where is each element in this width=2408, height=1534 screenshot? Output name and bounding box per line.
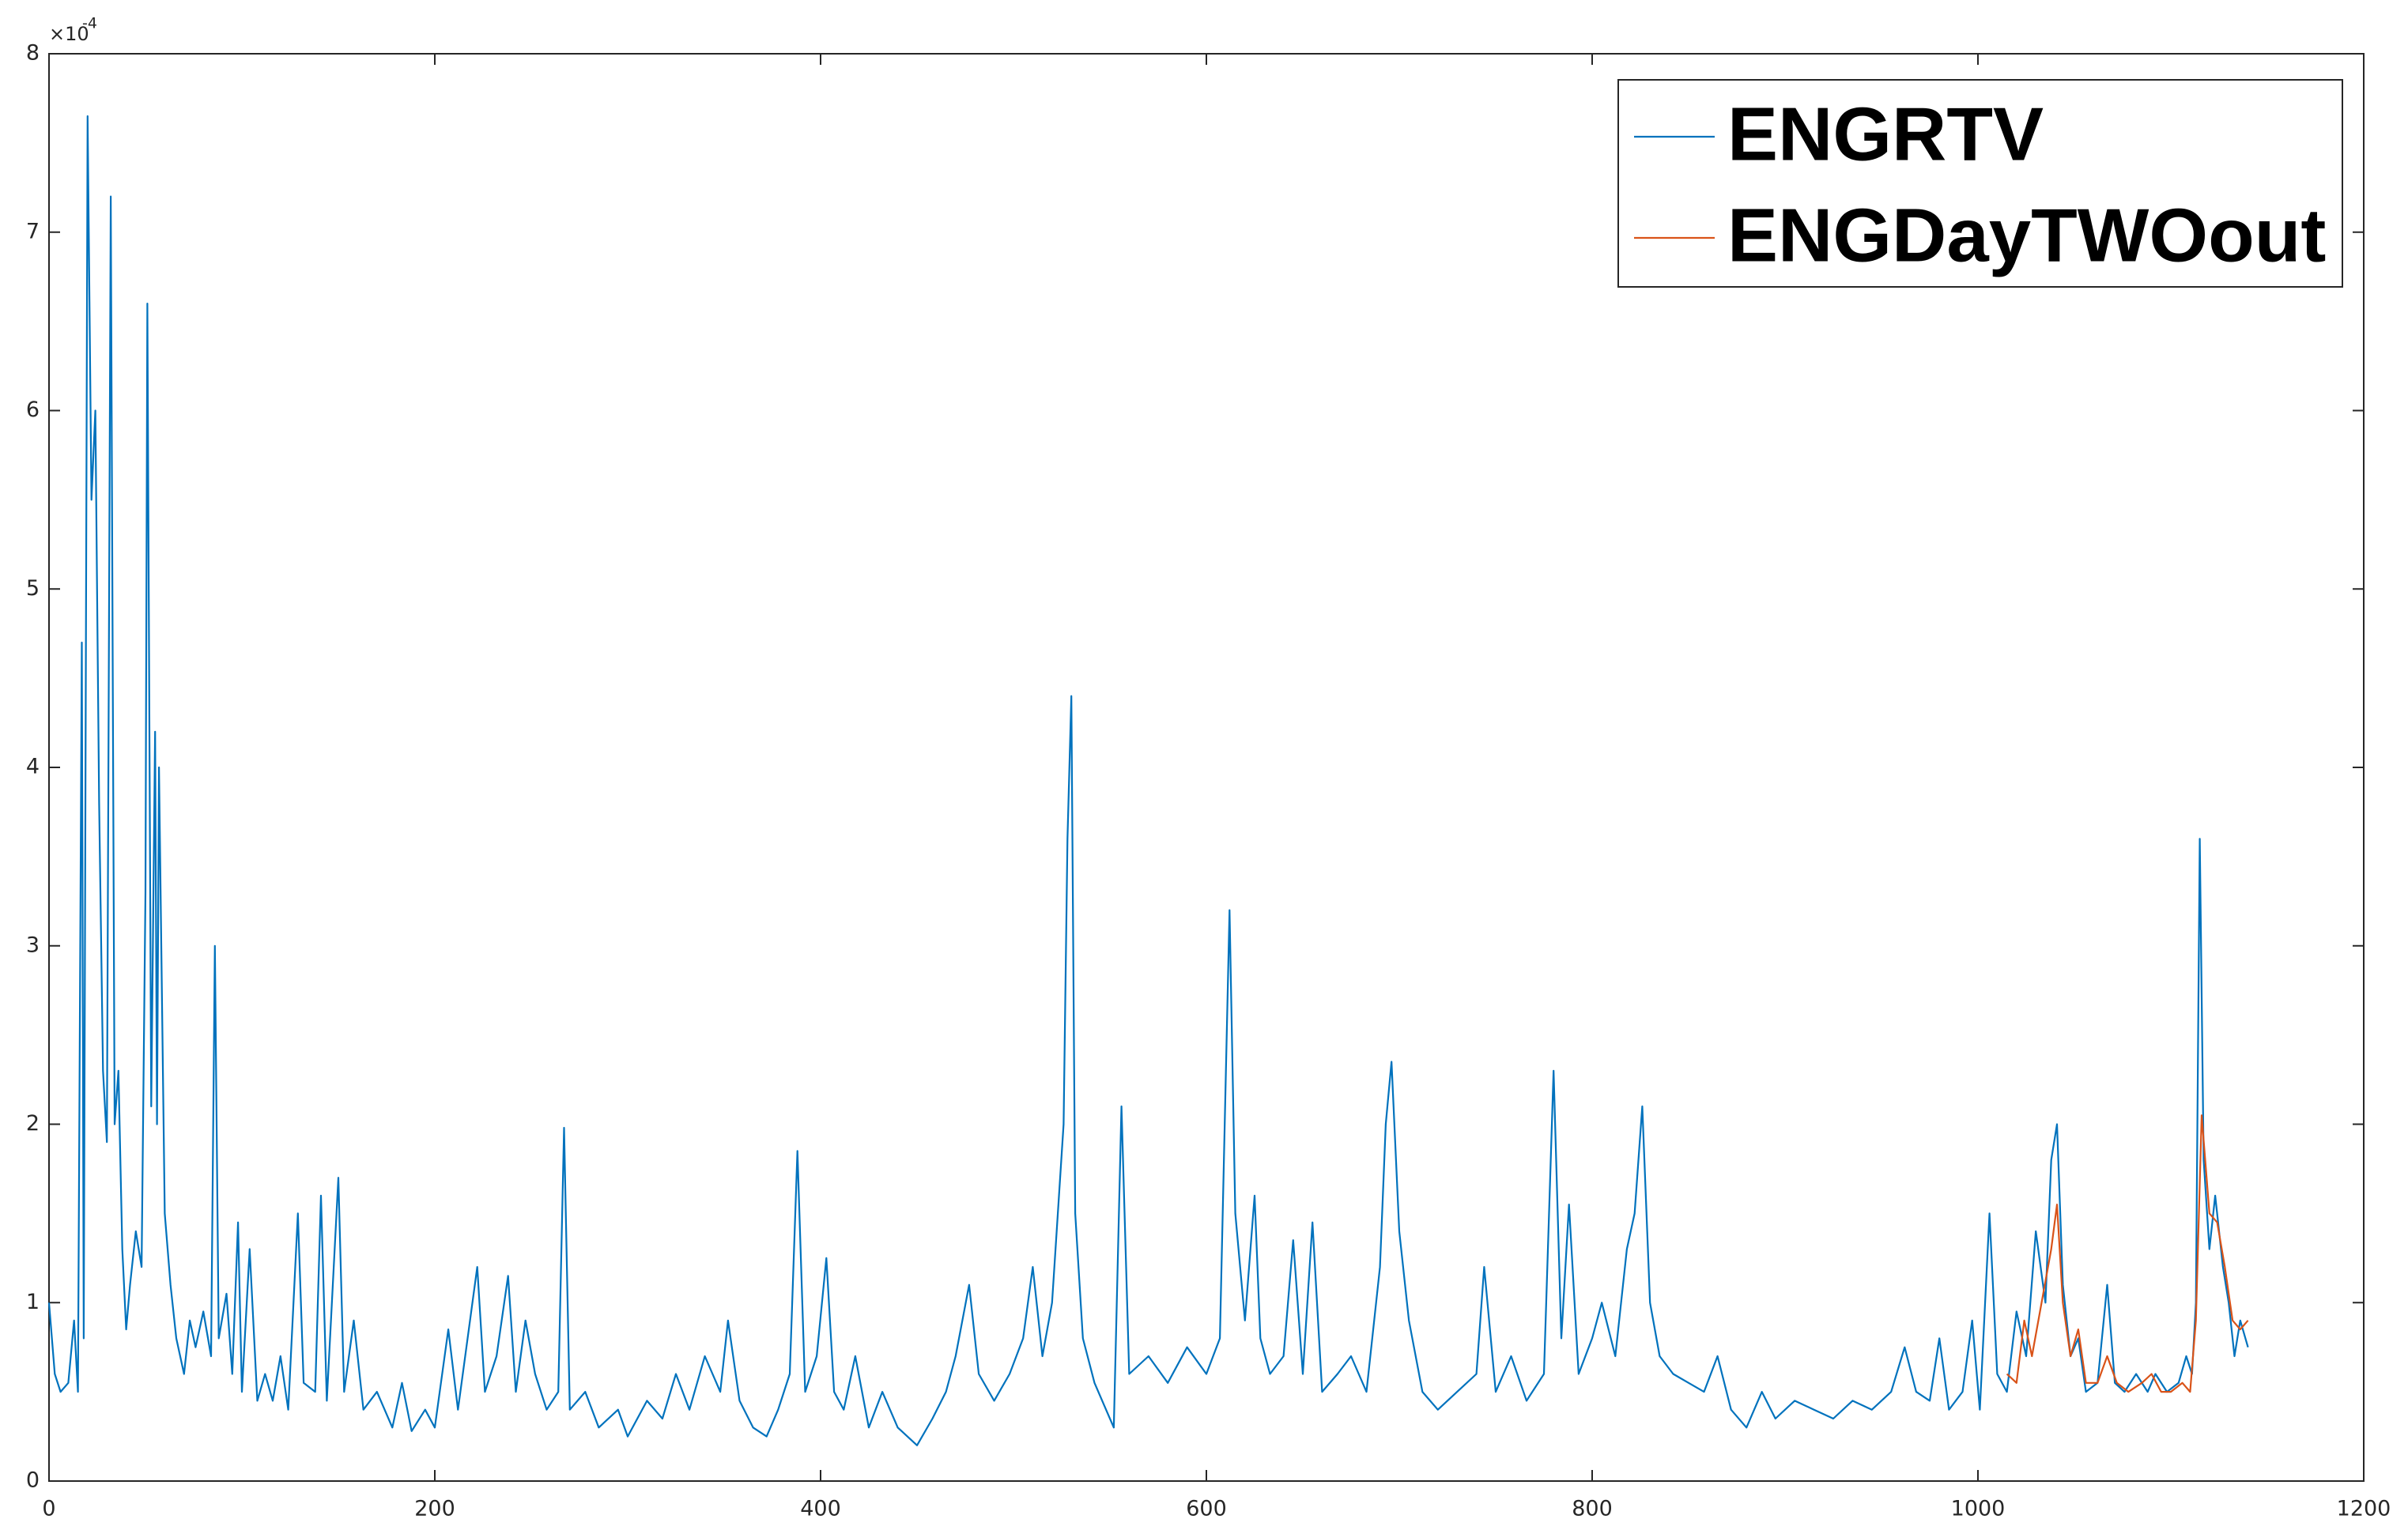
x-tick-label: 600 bbox=[1186, 1497, 1227, 1521]
y-multiplier-exponent: -4 bbox=[82, 15, 97, 32]
y-tick-label: 7 bbox=[26, 219, 40, 243]
y-tick-label: 2 bbox=[26, 1111, 40, 1136]
y-tick-label: 6 bbox=[26, 398, 40, 422]
x-tick-label: 400 bbox=[800, 1497, 841, 1521]
x-tick-label: 0 bbox=[42, 1497, 55, 1521]
y-tick-label: 3 bbox=[26, 933, 40, 957]
x-tick-label: 800 bbox=[1572, 1497, 1613, 1521]
x-tick-label: 1200 bbox=[2337, 1497, 2391, 1521]
y-tick-label: 1 bbox=[26, 1290, 40, 1314]
x-tick-label: 200 bbox=[414, 1497, 455, 1521]
x-tick-label: 1000 bbox=[1951, 1497, 2006, 1521]
y-tick-label: 8 bbox=[26, 41, 40, 66]
legend-label: ENGRTV bbox=[1727, 92, 2044, 176]
legend-label: ENGDayTWOout bbox=[1727, 193, 2326, 277]
y-tick-label: 0 bbox=[26, 1468, 40, 1493]
series-line bbox=[2006, 1114, 2249, 1393]
y-multiplier: ×10 bbox=[49, 23, 89, 45]
legend-box bbox=[1617, 79, 2343, 288]
series-line bbox=[47, 115, 2249, 1446]
y-tick-label: 5 bbox=[26, 576, 40, 601]
y-tick-label: 4 bbox=[26, 755, 40, 779]
